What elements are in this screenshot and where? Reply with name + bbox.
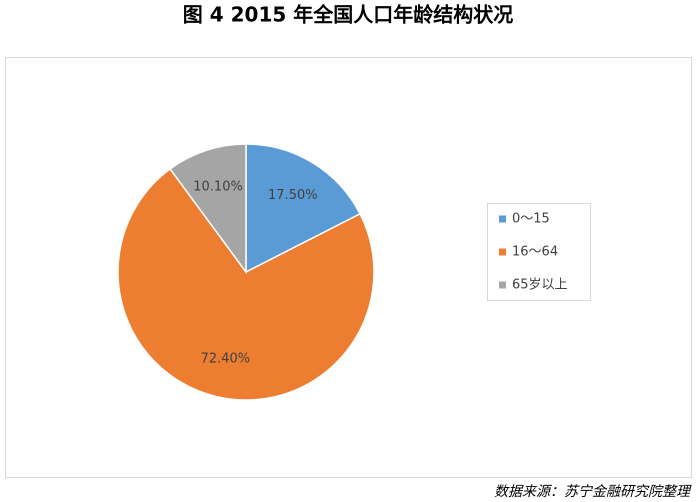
legend-label: 0～15: [512, 212, 550, 227]
chart-title: 图 4 2015 年全国人口年龄结构状况: [183, 3, 513, 27]
pie-slice: [117, 167, 375, 401]
legend-swatch: [499, 248, 506, 256]
source-note: 数据来源：苏宁金融研究院整理: [494, 484, 692, 500]
legend-swatch: [499, 281, 506, 289]
data-label: 17.50%: [268, 188, 318, 203]
pie-slice: [169, 143, 247, 275]
legend-label: 65岁以上: [512, 278, 568, 293]
legend-label: 16～64: [512, 245, 558, 260]
data-label: 72.40%: [201, 352, 251, 367]
data-label: 10.10%: [193, 179, 243, 194]
legend-swatch: [499, 215, 506, 223]
pie-slice: [245, 143, 362, 274]
